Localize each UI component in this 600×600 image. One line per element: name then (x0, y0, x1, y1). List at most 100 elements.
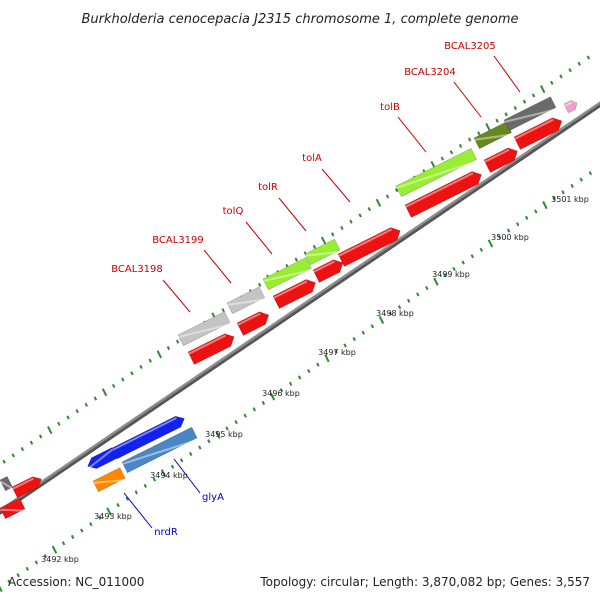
gene-feature (503, 96, 557, 132)
tick-mark (358, 213, 362, 218)
gene-feature (395, 147, 477, 198)
tick-mark (279, 388, 284, 393)
tick-mark (370, 324, 375, 329)
gene-feature (563, 100, 578, 114)
tick-mark (467, 137, 472, 142)
tick-mark (340, 225, 344, 231)
tick-mark (20, 446, 25, 452)
feature-highlight (313, 260, 335, 273)
tick-mark (487, 239, 494, 248)
feature-highlight (484, 148, 510, 163)
scale-label: 3501 kbp (551, 195, 589, 204)
gene-feature (111, 415, 185, 460)
tick-mark (7, 579, 11, 584)
tick-mark (243, 413, 247, 418)
tick-mark (394, 188, 399, 193)
gene-feature (92, 467, 126, 493)
tick-mark (550, 80, 554, 85)
gene-feature (0, 497, 26, 520)
tick-mark (170, 464, 175, 469)
tick-mark (331, 232, 335, 237)
gene-feature (11, 476, 42, 499)
feature-highlight (188, 334, 227, 355)
feature-highlight (12, 477, 34, 490)
tick-mark (130, 371, 134, 376)
tick-mark (258, 282, 262, 287)
tick-mark (215, 430, 221, 439)
tick-mark (443, 273, 447, 278)
tick-mark (477, 131, 481, 136)
tick-mark (534, 209, 538, 214)
tick-mark (561, 190, 565, 195)
leader-line (123, 492, 153, 529)
tick-mark (160, 469, 167, 478)
tick-mark (352, 337, 356, 342)
map-title: Burkholderia cenocepacia J2315 chromosom… (81, 12, 518, 27)
feature-highlight (338, 228, 393, 257)
tick-mark (307, 368, 311, 374)
topology-text: Topology: circular; Length: 3,870,082 bp… (259, 575, 590, 589)
tick-mark (98, 515, 102, 520)
tick-mark (38, 434, 43, 439)
tick-mark (577, 61, 581, 66)
feature-highlight (305, 250, 341, 257)
feature-highlight (273, 280, 308, 299)
feature-highlight (0, 480, 14, 490)
tick-mark (134, 490, 138, 495)
feature-highlight (564, 101, 573, 107)
leader-line (397, 116, 427, 153)
tick-mark (452, 266, 456, 271)
feature-highlight (93, 479, 127, 484)
tick-mark (2, 459, 6, 464)
label-leaders (123, 55, 521, 529)
tick-mark (288, 381, 293, 386)
tick-mark (506, 228, 511, 233)
tick-mark (375, 198, 382, 207)
tick-mark (385, 194, 390, 199)
tick-mark (57, 421, 61, 426)
tick-mark (70, 534, 75, 540)
tick-mark (515, 222, 520, 227)
tick-mark (75, 409, 79, 414)
feature-highlight (396, 160, 478, 189)
gene-label: BCAL3198 (111, 264, 163, 275)
tick-mark (586, 55, 591, 60)
tick-mark (570, 183, 574, 188)
feature-highlight (237, 312, 261, 326)
tick-mark (425, 285, 429, 291)
tick-mark (221, 308, 225, 313)
tick-mark (531, 93, 536, 98)
tick-mark (324, 354, 330, 363)
gene-label: BCAL3204 (404, 67, 456, 78)
tick-mark (61, 541, 66, 546)
tick-mark (207, 439, 211, 444)
gene-feature (404, 171, 482, 218)
feature-highlight (87, 448, 114, 469)
feature-highlight (263, 269, 313, 282)
tick-mark (106, 507, 112, 516)
leader-line (173, 458, 201, 494)
tick-mark (361, 330, 365, 335)
tick-mark (43, 554, 48, 559)
leader-line (162, 279, 191, 313)
gene-label: tolA (302, 153, 322, 164)
tick-mark (143, 483, 148, 488)
tick-mark (513, 105, 518, 111)
scale-label: 3496 kbp (262, 389, 300, 398)
inner-tick-ring (0, 171, 593, 593)
backbone-shadow (0, 102, 600, 515)
tick-mark (234, 420, 238, 425)
tick-mark (349, 219, 353, 224)
feature-highlight (405, 172, 474, 208)
feature-highlight (227, 298, 266, 306)
gene-feature (483, 147, 518, 173)
tick-mark (93, 396, 98, 401)
tick-mark (388, 311, 393, 316)
scale-label: 3500 kbp (491, 233, 529, 242)
tick-mark (269, 392, 276, 401)
feature-highlight (514, 118, 554, 140)
tick-mark (51, 545, 58, 554)
tick-mark (458, 143, 463, 148)
